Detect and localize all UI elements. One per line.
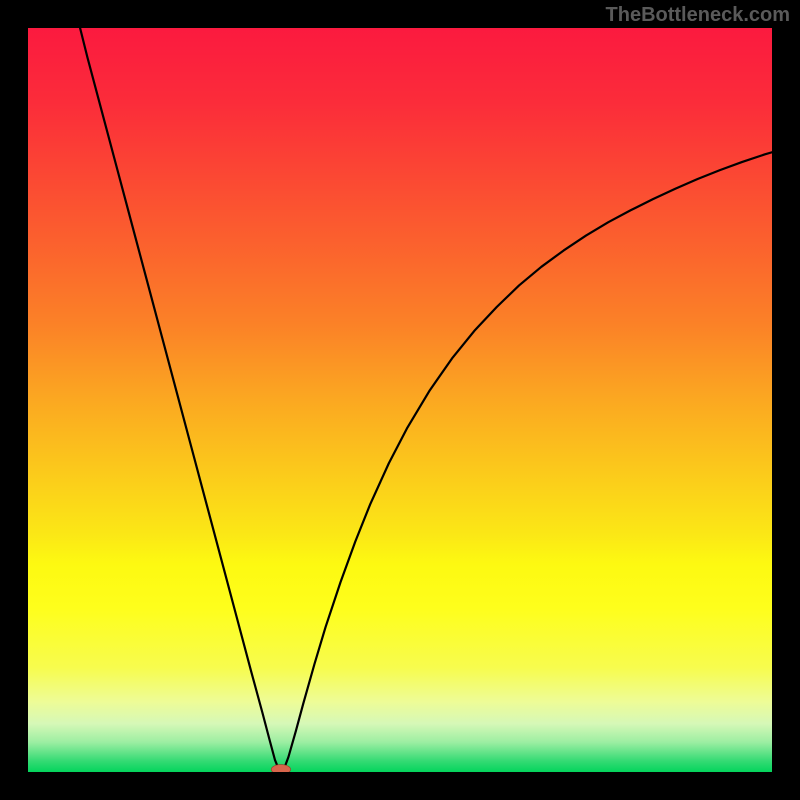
bottleneck-curve-chart <box>28 28 772 772</box>
watermark-text: TheBottleneck.com <box>606 4 790 27</box>
plot-area <box>28 28 772 772</box>
optimum-marker <box>271 765 290 772</box>
gradient-background <box>28 28 772 772</box>
chart-frame: TheBottleneck.com <box>0 0 800 800</box>
